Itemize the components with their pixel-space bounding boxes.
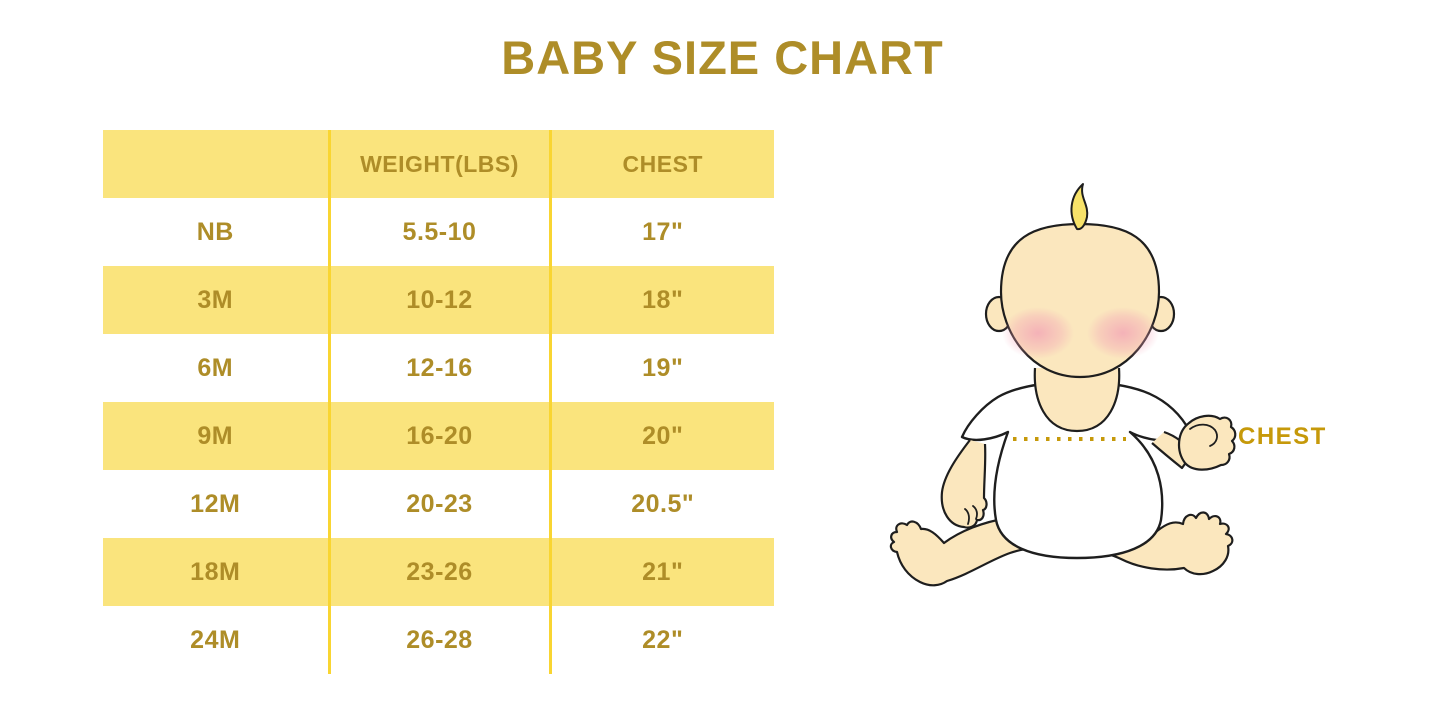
cell-weight: 16-20 [327,402,550,470]
baby-figure-svg [889,183,1237,587]
baby-neck [1033,367,1121,433]
cell-weight: 10-12 [327,266,550,334]
baby-right-fist-thumb-line [1189,423,1218,447]
baby-hair-tuft [1070,183,1089,231]
baby-size-table: WEIGHT(LBS) CHEST NB 5.5-10 17" 3M 10-12… [103,130,774,674]
table-row: 9M 16-20 20" [103,402,774,470]
cell-size: 6M [103,334,329,402]
baby-left-hand-finger-lines [964,505,978,525]
cell-size: 9M [103,402,329,470]
cell-size: 24M [103,606,329,674]
baby-left-arm [940,439,988,529]
cell-weight: 20-23 [327,470,550,538]
cell-chest: 17" [548,198,774,266]
cell-chest: 19" [548,334,774,402]
table-row: 6M 12-16 19" [103,334,774,402]
cell-size: 12M [103,470,329,538]
table-row: 3M 10-12 18" [103,266,774,334]
cell-size: 18M [103,538,329,606]
chest-annotation-label: CHEST [1238,423,1327,450]
cell-chest: 18" [548,266,774,334]
cell-chest: 20" [548,402,774,470]
header-cell-size [103,130,329,198]
table-row: 12M 20-23 20.5" [103,470,774,538]
table-row: 24M 26-28 22" [103,606,774,674]
cell-weight: 5.5-10 [327,198,550,266]
cell-chest: 21" [548,538,774,606]
page-title: BABY SIZE CHART [501,31,944,84]
baby-illustration [880,180,1340,600]
cell-size: 3M [103,266,329,334]
table-row: 18M 23-26 21" [103,538,774,606]
cell-size: NB [103,198,329,266]
table-header-row: WEIGHT(LBS) CHEST [103,130,774,198]
header-cell-weight: WEIGHT(LBS) [327,130,550,198]
cell-chest: 20.5" [548,470,774,538]
cell-chest: 22" [548,606,774,674]
baby-left-cheek-blush [1002,307,1074,359]
header-cell-chest: CHEST [548,130,774,198]
cell-weight: 23-26 [327,538,550,606]
baby-right-cheek-blush [1087,307,1159,359]
baby-right-fist [1178,414,1237,471]
cell-weight: 12-16 [327,334,550,402]
cell-weight: 26-28 [327,606,550,674]
table-row: NB 5.5-10 17" [103,198,774,266]
